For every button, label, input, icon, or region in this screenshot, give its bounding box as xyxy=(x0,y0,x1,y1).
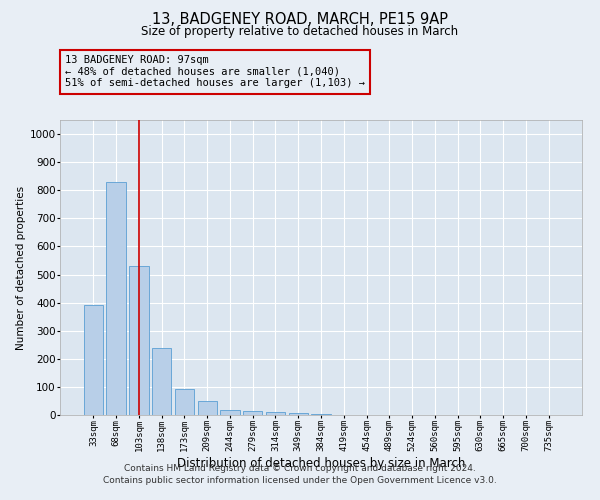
Text: Contains public sector information licensed under the Open Government Licence v3: Contains public sector information licen… xyxy=(103,476,497,485)
Bar xyxy=(84,306,103,415)
Bar xyxy=(106,182,126,415)
Y-axis label: Number of detached properties: Number of detached properties xyxy=(16,186,26,350)
Text: 13, BADGENEY ROAD, MARCH, PE15 9AP: 13, BADGENEY ROAD, MARCH, PE15 9AP xyxy=(152,12,448,28)
Text: 13 BADGENEY ROAD: 97sqm
← 48% of detached houses are smaller (1,040)
51% of semi: 13 BADGENEY ROAD: 97sqm ← 48% of detache… xyxy=(65,55,365,88)
X-axis label: Distribution of detached houses by size in March: Distribution of detached houses by size … xyxy=(177,457,465,470)
Bar xyxy=(243,411,262,415)
Bar xyxy=(129,266,149,415)
Text: Size of property relative to detached houses in March: Size of property relative to detached ho… xyxy=(142,25,458,38)
Bar xyxy=(289,413,308,415)
Text: Contains HM Land Registry data © Crown copyright and database right 2024.: Contains HM Land Registry data © Crown c… xyxy=(124,464,476,473)
Bar xyxy=(266,412,285,415)
Bar xyxy=(152,348,172,415)
Bar xyxy=(220,410,239,415)
Bar xyxy=(311,414,331,415)
Bar xyxy=(175,389,194,415)
Bar xyxy=(197,401,217,415)
